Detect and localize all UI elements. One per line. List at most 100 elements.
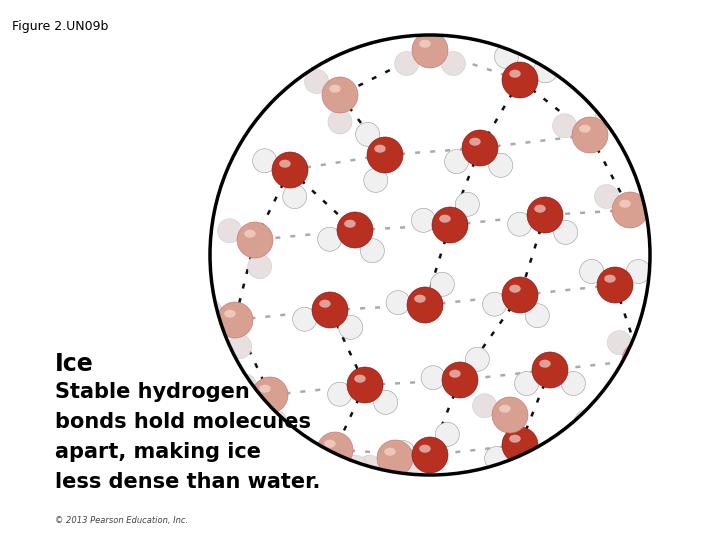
Circle shape xyxy=(503,430,527,454)
Circle shape xyxy=(652,334,675,359)
Circle shape xyxy=(283,185,307,208)
Ellipse shape xyxy=(244,230,256,238)
Ellipse shape xyxy=(439,215,451,222)
Circle shape xyxy=(642,185,665,208)
Circle shape xyxy=(233,374,256,398)
Circle shape xyxy=(386,291,410,315)
Circle shape xyxy=(305,70,328,93)
Circle shape xyxy=(395,51,418,76)
Circle shape xyxy=(412,32,448,68)
Ellipse shape xyxy=(509,285,521,293)
Ellipse shape xyxy=(329,85,341,93)
Ellipse shape xyxy=(539,360,551,368)
Circle shape xyxy=(328,110,352,134)
Circle shape xyxy=(482,292,507,316)
Ellipse shape xyxy=(449,370,461,378)
Circle shape xyxy=(432,207,468,243)
Circle shape xyxy=(431,272,454,296)
Ellipse shape xyxy=(324,440,336,448)
Ellipse shape xyxy=(619,200,631,208)
Circle shape xyxy=(554,220,577,245)
Circle shape xyxy=(597,267,633,303)
Circle shape xyxy=(527,197,563,233)
Circle shape xyxy=(297,447,322,471)
Circle shape xyxy=(317,432,353,468)
Circle shape xyxy=(472,394,497,418)
Circle shape xyxy=(575,409,598,434)
Circle shape xyxy=(228,335,252,359)
Circle shape xyxy=(407,287,443,323)
Circle shape xyxy=(360,239,384,262)
Ellipse shape xyxy=(419,444,431,453)
Circle shape xyxy=(322,77,358,113)
Ellipse shape xyxy=(319,300,330,308)
Ellipse shape xyxy=(224,309,235,318)
Circle shape xyxy=(455,192,480,217)
Circle shape xyxy=(412,437,448,473)
Circle shape xyxy=(404,463,428,488)
Circle shape xyxy=(445,150,469,173)
Ellipse shape xyxy=(279,160,291,168)
Ellipse shape xyxy=(344,220,356,228)
Circle shape xyxy=(515,372,539,395)
Circle shape xyxy=(562,372,585,395)
Text: apart, making ice: apart, making ice xyxy=(55,442,261,462)
Circle shape xyxy=(377,440,413,476)
Ellipse shape xyxy=(469,138,481,146)
Circle shape xyxy=(436,422,459,447)
Circle shape xyxy=(217,302,253,338)
Circle shape xyxy=(312,292,348,328)
Circle shape xyxy=(621,409,645,434)
Ellipse shape xyxy=(259,384,271,393)
Circle shape xyxy=(534,59,557,83)
Circle shape xyxy=(252,377,288,413)
Circle shape xyxy=(347,367,383,403)
Circle shape xyxy=(607,330,631,355)
Ellipse shape xyxy=(579,125,590,133)
Circle shape xyxy=(356,123,379,146)
Ellipse shape xyxy=(499,404,510,413)
Ellipse shape xyxy=(629,350,641,357)
Circle shape xyxy=(572,117,608,153)
Text: less dense than water.: less dense than water. xyxy=(55,472,320,492)
Circle shape xyxy=(364,168,388,192)
Circle shape xyxy=(485,447,508,470)
Circle shape xyxy=(595,102,619,126)
Circle shape xyxy=(421,366,445,390)
Ellipse shape xyxy=(384,448,396,456)
Text: bonds hold molecules: bonds hold molecules xyxy=(55,412,311,432)
Circle shape xyxy=(531,447,555,470)
Circle shape xyxy=(441,51,465,76)
Ellipse shape xyxy=(509,435,521,443)
Ellipse shape xyxy=(534,205,546,213)
Circle shape xyxy=(197,299,222,323)
Circle shape xyxy=(465,347,490,372)
Text: © 2013 Pearson Education, Inc.: © 2013 Pearson Education, Inc. xyxy=(55,516,188,525)
Circle shape xyxy=(526,303,549,328)
Ellipse shape xyxy=(604,275,616,283)
Circle shape xyxy=(248,254,271,279)
Circle shape xyxy=(626,260,650,284)
Circle shape xyxy=(263,409,287,434)
Circle shape xyxy=(532,352,568,388)
Ellipse shape xyxy=(354,375,366,383)
Circle shape xyxy=(492,397,528,433)
Circle shape xyxy=(358,455,382,479)
Circle shape xyxy=(253,148,276,173)
Circle shape xyxy=(508,212,531,236)
Circle shape xyxy=(343,455,368,480)
Circle shape xyxy=(338,315,363,339)
Circle shape xyxy=(328,382,351,406)
Circle shape xyxy=(442,362,478,398)
Circle shape xyxy=(411,208,436,232)
Circle shape xyxy=(374,390,397,414)
Circle shape xyxy=(595,185,618,208)
Circle shape xyxy=(502,427,538,463)
Ellipse shape xyxy=(374,145,386,153)
Circle shape xyxy=(622,342,658,378)
Text: Ice: Ice xyxy=(55,352,94,376)
Circle shape xyxy=(502,62,538,98)
Circle shape xyxy=(580,260,603,284)
Ellipse shape xyxy=(599,424,611,433)
Circle shape xyxy=(612,192,648,228)
